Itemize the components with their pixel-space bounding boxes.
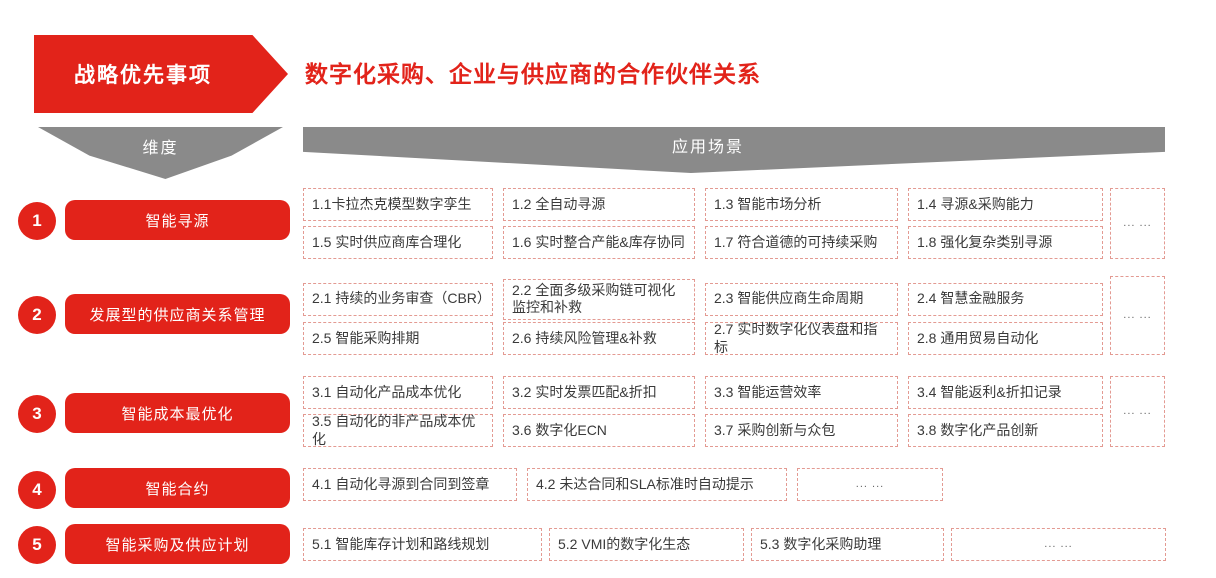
scenario-item: 2.5 智能采购排期	[303, 322, 493, 355]
group-number-badge: 2	[18, 296, 56, 334]
scenario-item: 3.8 数字化产品创新	[908, 414, 1103, 447]
more-items-box: ... ...	[951, 528, 1166, 561]
application-scenarios-banner: 应用场景	[303, 127, 1165, 173]
dimension-label: 维度	[142, 140, 179, 157]
scenario-item: 1.5 实时供应商库合理化	[303, 226, 493, 259]
group-number-badge: 3	[18, 395, 56, 433]
page-title: 数字化采购、企业与供应商的合作伙伴关系	[305, 61, 761, 87]
more-items-box: ... ...	[1110, 188, 1165, 259]
scenario-row: 4.1 自动化寻源到合同到签章 4.2 未达合同和SLA标准时自动提示 ... …	[303, 468, 943, 501]
scenario-item: 5.2 VMI的数字化生态	[549, 528, 744, 561]
application-scenarios-label: 应用场景	[671, 139, 744, 156]
dimension-banner: 维度	[38, 127, 283, 179]
strategy-pill-cost-optimization: 智能成本最优化	[65, 393, 290, 433]
scenario-item: 3.2 实时发票匹配&折扣	[503, 376, 695, 409]
scenario-item: 1.8 强化复杂类别寻源	[908, 226, 1103, 259]
scenario-item: 1.1卡拉杰克模型数字孪生	[303, 188, 493, 221]
scenario-row: 1.1卡拉杰克模型数字孪生 1.2 全自动寻源 1.3 智能市场分析 1.4 寻…	[303, 188, 1103, 221]
scenario-item: 3.6 数字化ECN	[503, 414, 695, 447]
strategy-pill-smart-contracts: 智能合约	[65, 468, 290, 508]
scenario-row: 5.1 智能库存计划和路线规划 5.2 VMI的数字化生态 5.3 数字化采购助…	[303, 528, 1166, 561]
scenario-item: 1.3 智能市场分析	[705, 188, 898, 221]
strategy-pill-procurement-planning: 智能采购及供应计划	[65, 524, 290, 564]
scenario-item: 4.1 自动化寻源到合同到签章	[303, 468, 517, 501]
scenario-item: 3.7 采购创新与众包	[705, 414, 898, 447]
scenario-item: 4.2 未达合同和SLA标准时自动提示	[527, 468, 787, 501]
strategy-pill-supplier-relationship: 发展型的供应商关系管理	[65, 294, 290, 334]
scenario-item: 2.7 实时数字化仪表盘和指标	[705, 321, 898, 355]
scenario-item: 5.3 数字化采购助理	[751, 528, 944, 561]
scenario-item: 2.2 全面多级采购链可视化监控和补救	[503, 278, 695, 320]
scenario-item: 3.1 自动化产品成本优化	[303, 376, 493, 409]
scenario-item: 1.6 实时整合产能&库存协同	[503, 226, 695, 259]
more-items-box: ... ...	[1110, 276, 1165, 355]
scenario-item: 1.7 符合道德的可持续采购	[705, 226, 898, 259]
scenario-item: 2.8 通用贸易自动化	[908, 322, 1103, 355]
scenario-row: 2.1 持续的业务审查（CBR） 2.2 全面多级采购链可视化监控和补救 2.3…	[303, 276, 1103, 322]
scenario-item: 3.4 智能返利&折扣记录	[908, 376, 1103, 409]
more-items-box: ... ...	[797, 468, 943, 501]
group-number-badge: 4	[18, 471, 56, 509]
scenario-row: 2.5 智能采购排期 2.6 持续风险管理&补救 2.7 实时数字化仪表盘和指标…	[303, 321, 1103, 355]
group-number-badge: 5	[18, 526, 56, 564]
scenario-row: 1.5 实时供应商库合理化 1.6 实时整合产能&库存协同 1.7 符合道德的可…	[303, 226, 1103, 259]
strategy-pill-intelligent-sourcing: 智能寻源	[65, 200, 290, 240]
scenario-row: 3.5 自动化的非产品成本优化 3.6 数字化ECN 3.7 采购创新与众包 3…	[303, 413, 1103, 447]
scenario-item: 2.4 智慧金融服务	[908, 282, 1103, 316]
more-items-box: ... ...	[1110, 376, 1165, 447]
scenario-item: 3.5 自动化的非产品成本优化	[303, 413, 493, 447]
group-number-badge: 1	[18, 202, 56, 240]
scenario-item: 1.2 全自动寻源	[503, 188, 695, 221]
scenario-row: 3.1 自动化产品成本优化 3.2 实时发票匹配&折扣 3.3 智能运营效率 3…	[303, 376, 1103, 409]
scenario-item: 1.4 寻源&采购能力	[908, 188, 1103, 221]
scenario-item: 2.6 持续风险管理&补救	[503, 322, 695, 355]
scenario-item: 5.1 智能库存计划和路线规划	[303, 528, 542, 561]
scenario-item: 2.1 持续的业务审查（CBR）	[303, 282, 493, 316]
scenario-item: 3.3 智能运营效率	[705, 376, 898, 409]
scenario-item: 2.3 智能供应商生命周期	[705, 282, 898, 316]
strategic-priority-ribbon: 战略优先事项	[34, 35, 288, 113]
strategic-priority-label: 战略优先事项	[74, 64, 212, 87]
